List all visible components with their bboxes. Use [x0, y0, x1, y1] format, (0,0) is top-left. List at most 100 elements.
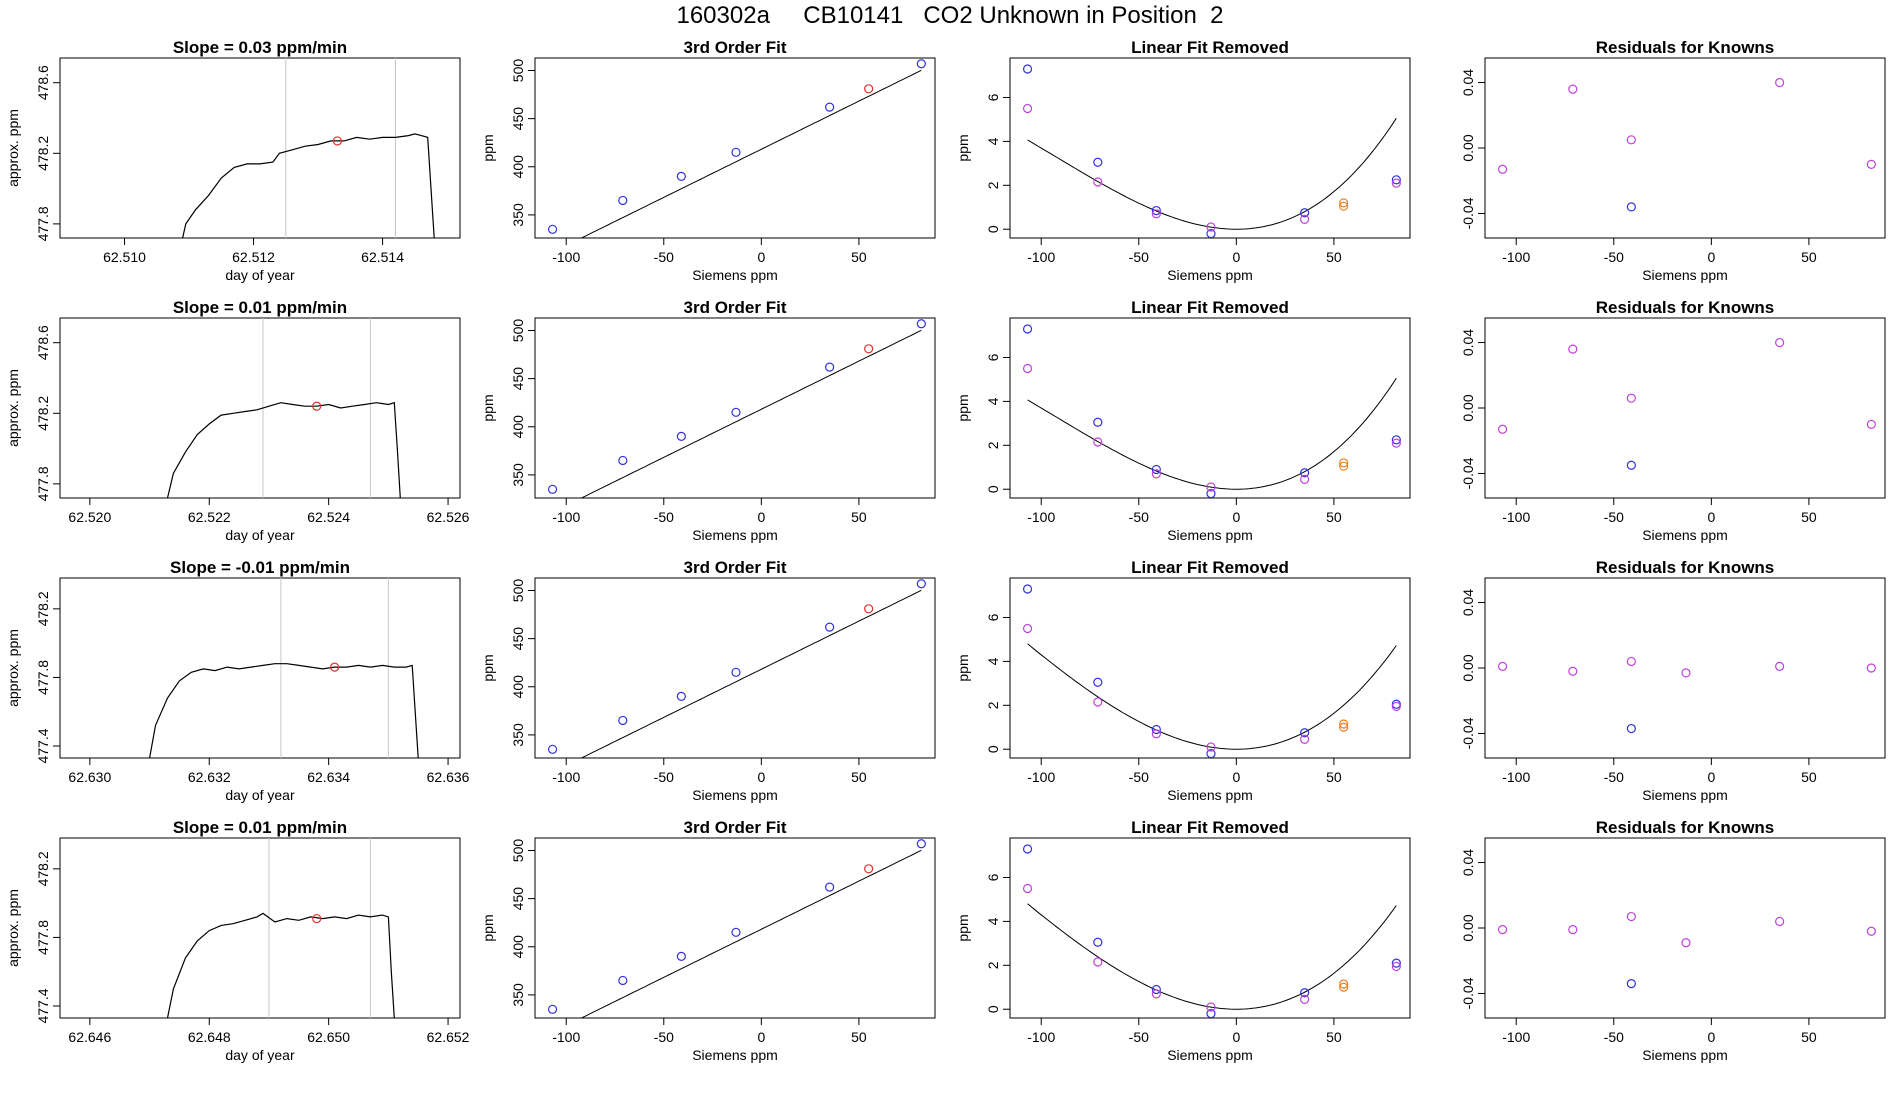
- y-tick-label: 500: [510, 59, 526, 83]
- x-tick-label: 62.514: [361, 249, 404, 265]
- x-tick-label: -50: [1129, 1029, 1149, 1045]
- y-tick-label: 2: [985, 961, 1001, 969]
- y-axis-label: approx. ppm: [5, 369, 21, 447]
- data-point: [1568, 344, 1578, 354]
- x-tick-label: -100: [552, 509, 580, 525]
- panel-time-series: Slope = 0.03 ppm/min 62.510 62.512 62.514 da…: [5, 38, 461, 283]
- x-tick-label: 50: [851, 1029, 867, 1045]
- y-tick-label: 350: [510, 983, 526, 1007]
- y-tick-label: -0.04: [1460, 457, 1476, 489]
- series-line: [166, 401, 401, 498]
- data-point: [1626, 135, 1636, 145]
- plot-area: [1022, 584, 1401, 758]
- data-point: [547, 1004, 558, 1014]
- y-axis-label: ppm: [955, 914, 971, 941]
- panel-title: 3rd Order Fit: [684, 38, 787, 57]
- x-tick-label: 0: [757, 249, 765, 265]
- x-tick-label: 62.526: [427, 509, 470, 525]
- data-point: [731, 927, 741, 937]
- y-tick-label: 4: [985, 917, 1001, 925]
- y-tick-label: 0.04: [1460, 329, 1476, 356]
- data-point: [1866, 663, 1876, 673]
- y-tick-label: 500: [510, 319, 526, 343]
- data-point: [864, 84, 874, 94]
- panel-time-series: Slope = 0.01 ppm/min 62.520 62.522 62.524 62…: [5, 298, 470, 543]
- y-tick-label: 2: [985, 181, 1001, 189]
- plot-area: [166, 318, 401, 498]
- y-tick-label: 400: [510, 415, 526, 439]
- data-point: [1866, 419, 1876, 429]
- plot-frame: [59, 57, 461, 239]
- data-point: [1626, 911, 1636, 922]
- plot-area: [1497, 337, 1876, 470]
- data-point: [618, 195, 628, 206]
- average-point: [312, 401, 322, 411]
- data-point: [1022, 64, 1033, 74]
- y-axis-label: ppm: [955, 654, 971, 681]
- y-tick-label: 6: [985, 353, 1001, 361]
- plot-frame: [1484, 837, 1886, 1019]
- plot-frame: [1009, 577, 1411, 759]
- y-tick-label: 4: [985, 137, 1001, 145]
- x-axis-label: day of year: [225, 787, 295, 803]
- data-point: [1300, 728, 1310, 738]
- data-point: [1151, 989, 1161, 999]
- fit-curve: [580, 69, 922, 238]
- x-axis-label: Siemens ppm: [1642, 527, 1728, 543]
- data-point: [1300, 208, 1310, 218]
- data-point: [1681, 938, 1691, 948]
- panel-title: Residuals for Knowns: [1596, 818, 1775, 837]
- x-tick-label: 50: [1801, 769, 1817, 785]
- x-tick-label: 62.650: [307, 1029, 350, 1045]
- data-point: [547, 484, 558, 494]
- plot-area: [547, 839, 926, 1018]
- plot-area: [547, 59, 926, 238]
- x-tick-label: 0: [757, 769, 765, 785]
- data-point: [1093, 957, 1103, 967]
- x-tick-label: -50: [654, 509, 674, 525]
- data-point: [1093, 697, 1103, 707]
- x-tick-label: -50: [1129, 509, 1149, 525]
- data-point: [1022, 584, 1033, 594]
- y-tick-label: 478.2: [35, 591, 51, 626]
- average-point: [332, 136, 343, 146]
- data-point: [1626, 393, 1636, 403]
- y-tick-label: 2: [985, 701, 1001, 709]
- y-tick-label: 478.6: [35, 65, 51, 100]
- x-tick-label: 62.636: [427, 769, 470, 785]
- data-point: [1339, 201, 1349, 211]
- x-tick-label: 62.646: [68, 1029, 111, 1045]
- x-tick-label: 62.512: [232, 249, 275, 265]
- data-point: [547, 224, 558, 234]
- panel-title: Residuals for Knowns: [1596, 38, 1775, 57]
- x-tick-label: 50: [1326, 249, 1342, 265]
- y-axis-label: approx. ppm: [5, 629, 21, 707]
- y-tick-label: 477.4: [35, 728, 51, 763]
- x-tick-label: 62.648: [188, 1029, 231, 1045]
- panel-fit: 3rd Order Fit -100 -50 0 50 Siemens ppm 350 400…: [480, 298, 936, 543]
- plot-frame: [534, 317, 936, 499]
- y-axis-label: ppm: [480, 394, 496, 421]
- x-axis-label: Siemens ppm: [1642, 787, 1728, 803]
- data-point: [1300, 734, 1310, 744]
- panel-time-series: Slope = -0.01 ppm/min 62.630 62.632 62.634 6…: [5, 558, 470, 803]
- plot-frame: [59, 317, 461, 499]
- data-point: [1151, 984, 1161, 995]
- data-point: [1339, 719, 1349, 729]
- data-point: [1093, 157, 1103, 167]
- data-point: [1497, 925, 1508, 935]
- x-tick-label: -50: [1604, 1029, 1624, 1045]
- data-point: [1775, 77, 1785, 88]
- y-axis-label: ppm: [480, 914, 496, 941]
- x-axis-label: Siemens ppm: [1642, 1047, 1728, 1063]
- y-tick-label: 477.4: [35, 988, 51, 1023]
- data-point: [864, 604, 874, 614]
- plot-area: [1022, 64, 1401, 238]
- x-tick-label: -100: [1027, 769, 1055, 785]
- y-tick-label: 478.2: [35, 851, 51, 886]
- x-tick-label: 62.652: [427, 1029, 470, 1045]
- x-tick-label: -100: [1502, 769, 1530, 785]
- data-point: [825, 362, 835, 372]
- fit-curve: [1027, 903, 1397, 1010]
